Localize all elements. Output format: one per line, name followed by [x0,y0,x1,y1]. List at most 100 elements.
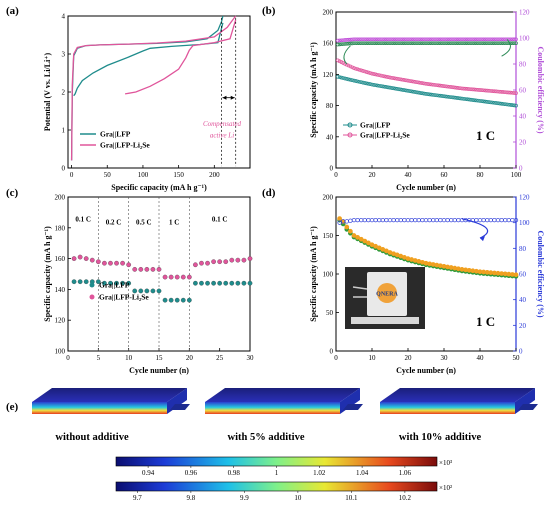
data-point-b-3 [375,37,380,42]
data-point-d-1 [513,272,519,278]
cell-caption: with 10% additive [399,432,482,443]
data-point-d-1 [348,228,353,234]
data-point-b-3 [433,37,437,42]
a-xtick-label: 50 [104,171,112,179]
data-point-b-2 [456,41,461,46]
data-point-b-0 [461,96,466,101]
data-point-b-3 [341,38,346,43]
data-point-b-1 [415,80,419,85]
data-point-b-2 [413,41,418,46]
data-point-b-0 [388,85,392,90]
data-point-b-2 [514,41,518,46]
data-point-c-1 [174,274,180,280]
data-point-b-1 [377,73,382,78]
data-point-d-2 [366,217,371,223]
data-point-b-1 [370,71,374,76]
data-point-b-1 [357,67,362,72]
legend-marker-b [347,122,353,128]
data-point-b-0 [424,92,428,96]
a-xtick-label: 0 [70,171,74,179]
series-line-a-charge-0 [70,15,224,161]
data-point-b-1 [479,88,484,93]
data-point-b-2 [386,41,391,46]
data-point-b-2 [344,41,349,46]
data-point-c-1 [71,256,77,261]
data-point-d-1 [351,233,357,238]
y-axis-label-a: Potential (V vs. Li/Li⁺) [43,53,52,132]
data-point-b-0 [501,102,506,106]
data-point-b-3 [461,37,466,42]
data-point-b-2 [512,41,517,46]
data-point-b-3 [406,37,410,42]
data-point-b-1 [413,80,418,84]
data-point-b-2 [337,42,342,47]
data-point-b-2 [496,41,500,46]
a-ytick-label: 4 [62,13,66,21]
x-axis-label-c: Cycle number (n) [129,366,189,375]
arrow-d [461,218,489,239]
data-point-b-3 [370,37,374,42]
d-ytick-label: 0 [330,348,334,356]
data-point-b-0 [436,93,441,98]
data-point-b-1 [339,60,344,64]
b-right-ytick-label: 0 [519,165,523,173]
data-point-b-0 [344,77,349,81]
panel-d: 0 10 20 30 40 50050100150200020406080100120(d… [262,187,545,375]
b-ytick-label: 160 [323,40,334,48]
data-point-b-1 [373,72,378,77]
data-point-b-3 [362,37,367,42]
data-point-b-2 [418,41,423,46]
data-point-b-0 [449,95,454,100]
data-point-d-2 [420,217,425,223]
data-point-c-0 [223,280,229,286]
data-point-c-1 [126,262,132,268]
b-xtick-label: 60 [441,171,449,179]
c-ytick-label: 160 [55,255,66,263]
data-point-c-1 [241,257,247,263]
data-point-c-0 [150,288,156,294]
data-point-b-2 [395,41,400,46]
data-point-b-2 [494,41,499,46]
data-point-b-1 [353,66,358,71]
b-ytick-label: 0 [330,165,334,173]
data-point-b-0 [505,102,509,107]
data-point-b-3 [470,37,475,42]
data-point-d-1 [355,234,360,240]
data-point-b-2 [361,41,365,46]
data-point-c-1 [95,259,101,265]
a-xtick-label: 150 [173,171,184,179]
d-right-ytick-label: 120 [519,194,530,202]
data-point-b-3 [395,37,400,42]
data-point-c-1 [156,267,162,272]
b-right-ytick-label: 20 [519,139,527,147]
data-point-b-3 [368,37,373,42]
data-point-b-0 [494,101,499,105]
data-point-c-1 [193,262,198,268]
data-point-b-1 [451,85,455,90]
data-point-b-2 [499,41,504,46]
data-point-b-3 [416,37,421,42]
data-point-b-1 [436,83,441,88]
data-point-c-0 [132,288,138,294]
data-point-b-3 [420,37,425,42]
data-point-d-2 [499,217,504,223]
data-point-b-3 [371,37,376,42]
data-point-d-2 [409,217,414,223]
data-point-c-1 [102,260,107,266]
data-point-b-1 [476,87,481,92]
c-xtick-label: 0 [66,354,70,362]
data-point-b-0 [384,85,389,89]
data-point-b-1 [445,84,450,89]
colorbar-tick-bottom: 10 [294,494,302,502]
data-point-c-1 [180,274,186,280]
data-point-b-0 [343,76,347,81]
x-axis-label-d: Cycle number (n) [396,366,456,375]
data-point-b-0 [386,85,391,90]
data-point-b-0 [514,103,518,108]
data-point-b-3 [407,37,412,42]
data-point-b-3 [422,37,427,42]
data-point-b-1 [514,91,518,95]
data-point-b-0 [474,98,479,103]
colorbar-tick-bottom: 10.1 [345,494,358,502]
data-point-b-2 [431,41,436,46]
